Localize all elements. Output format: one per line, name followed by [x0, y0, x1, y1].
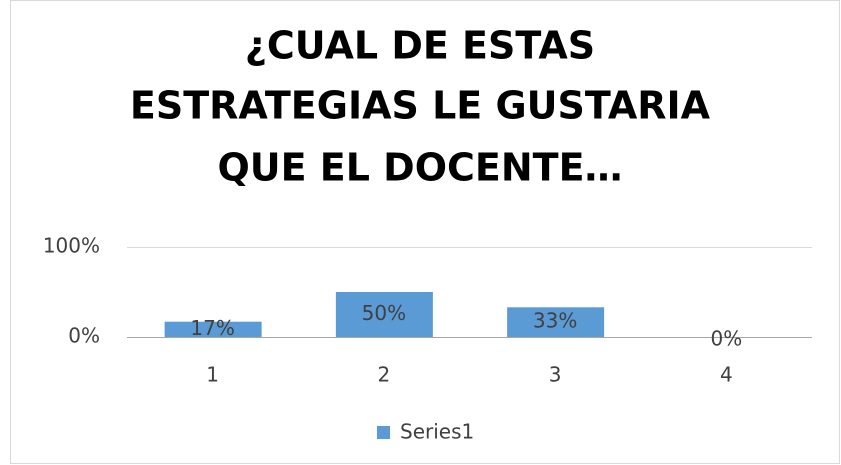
- data-label: 0%: [711, 327, 743, 351]
- y-tick-label: 100%: [43, 234, 100, 258]
- bar: [164, 321, 262, 337]
- legend-label: Series1: [400, 420, 474, 444]
- x-tick-label: 2: [378, 363, 391, 387]
- y-tick-label: 0%: [68, 324, 100, 348]
- x-tick-label: 1: [206, 363, 219, 387]
- legend-swatch: [377, 426, 390, 439]
- data-label: 33%: [533, 309, 577, 333]
- chart-title: ¿CUAL DE ESTAS: [245, 24, 595, 68]
- chart-title: QUE EL DOCENTE…: [217, 146, 622, 190]
- bar: [335, 292, 433, 337]
- bar: [507, 307, 605, 337]
- chart-title: ESTRATEGIAS LE GUSTARIA: [130, 84, 711, 128]
- x-tick-label: 4: [720, 363, 733, 387]
- data-label: 17%: [190, 316, 234, 340]
- chart-border: [10, 0, 840, 464]
- x-tick-label: 3: [549, 363, 562, 387]
- data-label: 50%: [362, 301, 406, 325]
